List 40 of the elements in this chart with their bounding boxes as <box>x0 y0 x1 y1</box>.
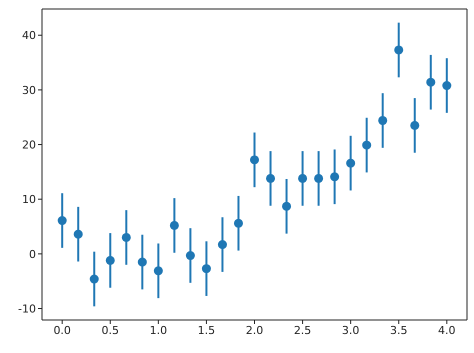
x-tick-label: 4.0 <box>438 324 456 337</box>
y-tick-label: 30 <box>22 84 36 97</box>
point <box>394 45 404 54</box>
point <box>234 218 243 228</box>
point <box>282 202 292 211</box>
point <box>74 230 83 239</box>
point <box>138 258 147 267</box>
y-tick-label: -10 <box>18 302 36 316</box>
point <box>426 78 436 87</box>
point <box>362 140 372 150</box>
point <box>170 220 179 230</box>
x-tick-label: 3.5 <box>390 324 408 337</box>
point <box>202 264 211 274</box>
point <box>186 251 195 260</box>
x-tick-label: 1.5 <box>198 324 216 337</box>
x-tick-label: 0.5 <box>102 324 120 337</box>
point <box>410 120 420 130</box>
x-tick-label: 2.0 <box>246 324 264 337</box>
point <box>154 266 163 276</box>
x-tick-label: 1.0 <box>150 324 168 337</box>
point <box>250 155 260 164</box>
y-tick-label: 10 <box>22 193 36 206</box>
point <box>218 240 227 250</box>
point <box>266 174 276 183</box>
y-tick-label: 20 <box>22 138 36 152</box>
point <box>346 158 356 168</box>
x-tick-label: 0.0 <box>53 324 71 337</box>
point <box>298 174 308 183</box>
point <box>58 216 67 226</box>
y-tick-label: 0 <box>29 248 36 261</box>
point <box>122 232 131 242</box>
point <box>378 116 388 126</box>
point <box>90 274 99 284</box>
x-tick-label: 2.5 <box>294 324 312 337</box>
y-tick-label: 40 <box>22 29 36 42</box>
point <box>330 172 340 182</box>
x-tick-label: 3.0 <box>342 324 360 337</box>
point <box>314 174 324 183</box>
point <box>442 81 452 90</box>
point <box>106 256 115 265</box>
